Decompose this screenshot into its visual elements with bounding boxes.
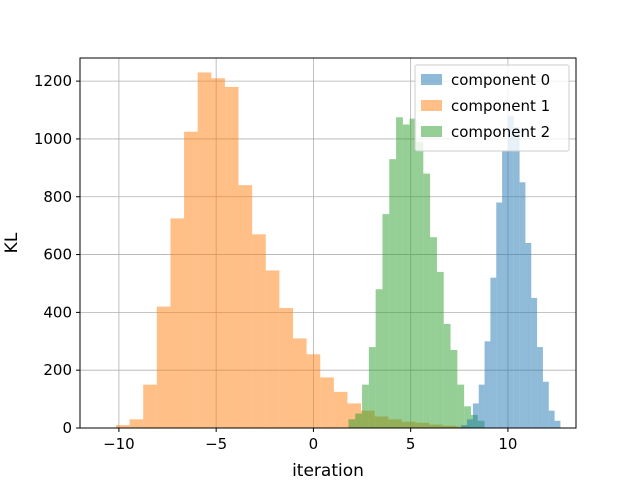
histogram-bar-component-0-3 xyxy=(478,384,485,428)
histogram-bar-component-0-13 xyxy=(537,347,543,428)
histogram-bar-component-2-4 xyxy=(375,289,383,428)
histogram-bar-component-2-3 xyxy=(368,347,376,428)
histogram-bar-component-1-13 xyxy=(292,338,307,428)
histogram-bar-component-0-14 xyxy=(542,381,549,428)
histogram-bar-component-0-10 xyxy=(519,182,526,428)
histogram-bar-component-1-0 xyxy=(115,425,130,428)
plot-frame xyxy=(79,57,577,429)
histogram-bar-component-0-6 xyxy=(496,202,503,428)
histogram-bar-component-2-2 xyxy=(362,384,369,428)
histogram-bar-component-2-7 xyxy=(396,117,403,428)
histogram-bar-component-2-16 xyxy=(457,384,465,428)
legend-swatch xyxy=(421,74,442,85)
y-tick-label: 400 xyxy=(43,303,72,321)
histogram-bars xyxy=(115,72,561,428)
histogram-bar-component-1-3 xyxy=(156,306,171,428)
y-tick-label: 800 xyxy=(43,188,72,206)
histogram-bar-component-1-8 xyxy=(224,86,239,428)
histogram-bar-component-2-13 xyxy=(436,271,444,428)
histogram-bar-component-1-10 xyxy=(252,234,266,428)
histogram-bar-component-2-6 xyxy=(389,159,397,428)
histogram-bar-component-2-8 xyxy=(402,124,410,428)
y-tick-label: 600 xyxy=(43,246,72,264)
histogram-bar-component-1-11 xyxy=(265,270,280,428)
histogram-bar-component-2-9 xyxy=(409,118,417,428)
histogram-bar-component-1-14 xyxy=(306,354,321,428)
histogram-bar-component-2-12 xyxy=(430,237,437,428)
histogram-bar-component-1-5 xyxy=(184,131,198,428)
histogram-bar-component-1-6 xyxy=(197,72,212,428)
histogram-bar-component-0-16 xyxy=(554,420,561,428)
histogram-bar-component-2-5 xyxy=(382,214,390,428)
legend-swatch xyxy=(421,126,442,137)
x-tick-label: 5 xyxy=(406,435,416,453)
y-tick-label: 1000 xyxy=(34,130,72,148)
histogram-bar-component-0-2 xyxy=(472,403,479,428)
x-tick-label: −10 xyxy=(103,435,135,453)
histogram-bar-component-0-8 xyxy=(507,115,514,428)
histogram-bar-component-2-14 xyxy=(443,323,451,428)
y-tick-label: 200 xyxy=(43,361,72,379)
axis-ticks: −10 −5 0 5 10 0 200 400 600 800 1000 1200 xyxy=(34,72,518,453)
histogram-bar-component-1-9 xyxy=(238,185,253,428)
histogram-bar-component-0-9 xyxy=(513,127,520,428)
histogram-bar-component-1-15 xyxy=(320,377,334,428)
histogram-bar-component-0-0 xyxy=(461,425,468,428)
histogram-bar-component-0-11 xyxy=(525,243,532,428)
histogram-bar-component-0-7 xyxy=(502,150,508,428)
histogram-bar-component-2-11 xyxy=(423,173,431,428)
y-tick-label: 1200 xyxy=(34,72,72,90)
histogram-bar-component-1-16 xyxy=(333,391,348,428)
legend-label: component 2 xyxy=(451,123,550,141)
histogram-bar-component-1-1 xyxy=(129,419,144,428)
x-axis-label: iteration xyxy=(292,461,364,480)
histogram-bar-component-1-12 xyxy=(279,308,293,428)
histogram-bar-component-0-1 xyxy=(467,419,473,428)
histogram-bar-component-2-1 xyxy=(355,413,363,428)
x-tick-label: −5 xyxy=(205,435,227,453)
y-axis-label: KL xyxy=(2,232,22,253)
legend-swatch xyxy=(421,100,442,111)
histogram-bar-component-0-15 xyxy=(548,410,555,428)
legend-box xyxy=(414,64,570,152)
histogram-bar-component-1-7 xyxy=(211,78,225,428)
histogram-bar-component-0-5 xyxy=(490,277,497,428)
histogram-bar-component-2-17 xyxy=(464,406,471,428)
y-tick-label: 0 xyxy=(62,419,72,437)
histogram-bar-component-0-12 xyxy=(531,297,538,428)
histogram-bar-component-1-2 xyxy=(143,384,157,428)
histogram-bar-component-0-4 xyxy=(484,341,491,428)
legend-label: component 1 xyxy=(451,97,550,115)
histogram-bar-component-1-4 xyxy=(170,218,185,428)
x-tick-label: 0 xyxy=(309,435,319,453)
x-tick-label: 10 xyxy=(498,435,517,453)
histogram-bar-component-2-0 xyxy=(348,419,356,428)
histogram-bar-component-2-10 xyxy=(416,141,424,428)
legend-label: component 0 xyxy=(451,71,550,89)
histogram-bar-component-2-15 xyxy=(450,349,458,428)
legend: component 0 component 1 component 2 xyxy=(414,64,570,152)
